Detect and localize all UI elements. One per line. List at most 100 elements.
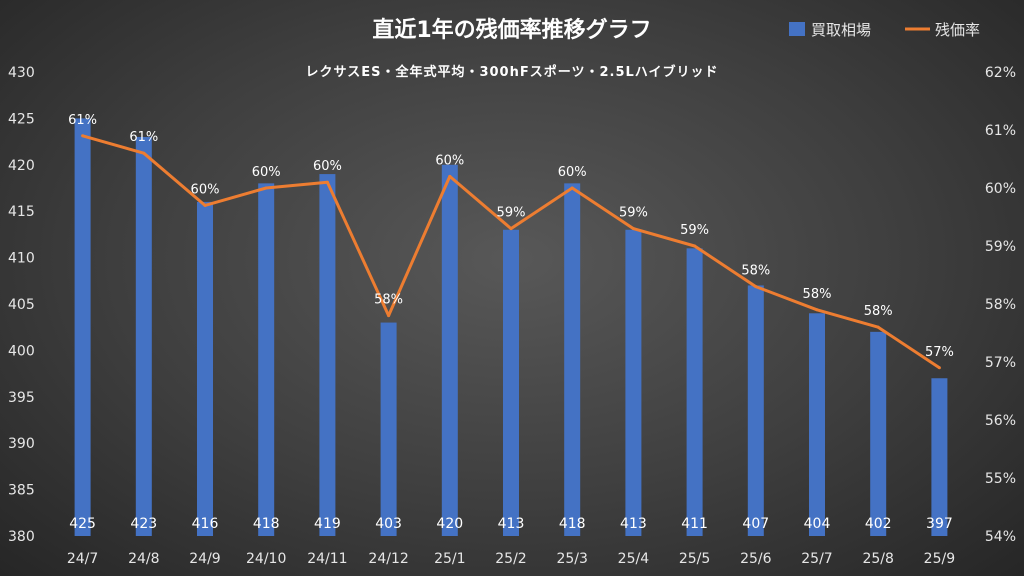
bar-value-label: 425 bbox=[69, 516, 96, 532]
rate-value-label: 60% bbox=[252, 165, 281, 180]
x-axis: 24/7 24/8 24/9 24/10 24/11 24/12 25/1 25/2 25/3 2… bbox=[67, 551, 955, 567]
bar bbox=[74, 118, 91, 537]
bar-value-label: 418 bbox=[559, 516, 586, 532]
bar-value-label: 411 bbox=[681, 516, 708, 532]
rate-point bbox=[387, 314, 391, 318]
rate-point bbox=[876, 325, 880, 329]
legend-label-line: 残価率 bbox=[935, 21, 980, 39]
rate-point bbox=[81, 134, 85, 138]
bar bbox=[503, 229, 519, 536]
bar-value-labels: 425 423 416 418 419 403 420 413 418 413 411 407 404 4… bbox=[69, 516, 953, 532]
rate-point bbox=[448, 174, 452, 178]
bar-value-label: 402 bbox=[865, 516, 892, 532]
bar-value-label: 413 bbox=[620, 516, 647, 532]
y-left-tick-label: 415 bbox=[8, 204, 35, 220]
x-tick-label: 25/1 bbox=[434, 551, 465, 567]
y-axis-left: 380 385 390 395 400 405 410 415 420 425 430 bbox=[8, 65, 35, 545]
bar bbox=[135, 136, 152, 536]
y-right-tick-label: 58% bbox=[985, 297, 1016, 313]
legend-swatch-bar bbox=[789, 22, 805, 36]
bar-series bbox=[74, 118, 948, 537]
bar bbox=[258, 183, 275, 537]
x-tick-label: 24/11 bbox=[307, 551, 347, 567]
bar bbox=[809, 313, 825, 536]
rate-value-label: 59% bbox=[680, 223, 709, 238]
y-left-tick-label: 410 bbox=[8, 251, 35, 267]
y-left-tick-label: 380 bbox=[8, 529, 35, 545]
y-left-tick-label: 425 bbox=[8, 111, 35, 127]
bar bbox=[870, 331, 887, 536]
bar bbox=[747, 285, 764, 536]
x-tick-label: 25/3 bbox=[556, 551, 587, 567]
y-right-tick-label: 62% bbox=[985, 65, 1016, 81]
bar-value-label: 397 bbox=[926, 516, 953, 532]
rate-point bbox=[631, 227, 635, 231]
y-right-tick-label: 60% bbox=[985, 181, 1016, 197]
x-tick-label: 25/9 bbox=[924, 551, 955, 567]
rate-value-label: 60% bbox=[558, 165, 587, 180]
y-axis-right: 54% 55% 56% 57% 58% 59% 60% 61% 62% bbox=[985, 65, 1016, 545]
rate-value-label: 60% bbox=[435, 153, 464, 168]
rate-value-label: 57% bbox=[925, 345, 954, 360]
bar bbox=[625, 229, 642, 536]
rate-value-label: 58% bbox=[803, 287, 832, 302]
bar bbox=[686, 248, 703, 536]
x-tick-label: 24/10 bbox=[246, 551, 286, 567]
y-left-tick-label: 420 bbox=[8, 158, 35, 174]
rate-point bbox=[509, 227, 513, 231]
y-right-tick-label: 54% bbox=[985, 529, 1016, 545]
bar-value-label: 420 bbox=[436, 516, 463, 532]
rate-point bbox=[937, 366, 941, 370]
y-left-tick-label: 385 bbox=[8, 483, 35, 499]
line-series bbox=[81, 134, 941, 370]
bar-value-label: 413 bbox=[498, 516, 525, 532]
y-left-tick-label: 395 bbox=[8, 390, 35, 406]
rate-value-label: 60% bbox=[191, 182, 220, 197]
bar bbox=[380, 322, 397, 536]
rate-point bbox=[693, 244, 697, 248]
rate-point bbox=[264, 186, 268, 190]
bar bbox=[319, 174, 336, 536]
legend: 買取相場 残価率 bbox=[789, 21, 980, 39]
y-right-tick-label: 56% bbox=[985, 413, 1016, 429]
rate-value-label: 58% bbox=[374, 293, 403, 308]
x-tick-label: 25/2 bbox=[495, 551, 526, 567]
bar bbox=[441, 164, 458, 537]
rate-value-label: 60% bbox=[313, 159, 342, 174]
line-value-labels: 61% 61% 60% 60% 60% 58% 60% 59% 60% 59% 59% 58% 58% 5… bbox=[68, 113, 954, 360]
bar bbox=[197, 201, 213, 537]
x-tick-label: 25/4 bbox=[618, 551, 650, 567]
x-tick-label: 24/9 bbox=[189, 551, 220, 567]
y-left-tick-label: 430 bbox=[8, 65, 35, 81]
bar-value-label: 404 bbox=[804, 516, 831, 532]
rate-point bbox=[570, 186, 574, 190]
bar-value-label: 423 bbox=[130, 516, 157, 532]
y-left-tick-label: 405 bbox=[8, 297, 35, 313]
bar bbox=[931, 378, 948, 536]
bar-value-label: 418 bbox=[253, 516, 280, 532]
y-left-tick-label: 400 bbox=[8, 343, 35, 359]
rate-point bbox=[815, 308, 819, 312]
x-tick-label: 25/5 bbox=[679, 551, 710, 567]
rate-point bbox=[142, 151, 146, 155]
rate-point bbox=[754, 285, 758, 289]
bar-value-label: 419 bbox=[314, 516, 341, 532]
x-tick-label: 25/6 bbox=[740, 551, 772, 567]
bar-value-label: 403 bbox=[375, 516, 402, 532]
rate-value-label: 61% bbox=[68, 113, 97, 128]
bar bbox=[564, 183, 581, 537]
x-tick-label: 24/12 bbox=[368, 551, 408, 567]
rate-value-label: 59% bbox=[497, 206, 526, 221]
rate-point bbox=[325, 180, 329, 184]
y-right-tick-label: 59% bbox=[985, 239, 1016, 255]
legend-label-bar: 買取相場 bbox=[811, 21, 871, 39]
rate-value-label: 59% bbox=[619, 206, 648, 221]
y-right-tick-label: 57% bbox=[985, 355, 1016, 371]
y-left-tick-label: 390 bbox=[8, 436, 35, 452]
x-tick-label: 25/7 bbox=[801, 551, 832, 567]
bar-value-label: 407 bbox=[742, 516, 769, 532]
chart-subtitle: レクサスES・全年式平均・300hFスポーツ・2.5Lハイブリッド bbox=[305, 64, 718, 80]
chart-title: 直近1年の残価率推移グラフ bbox=[372, 17, 651, 43]
